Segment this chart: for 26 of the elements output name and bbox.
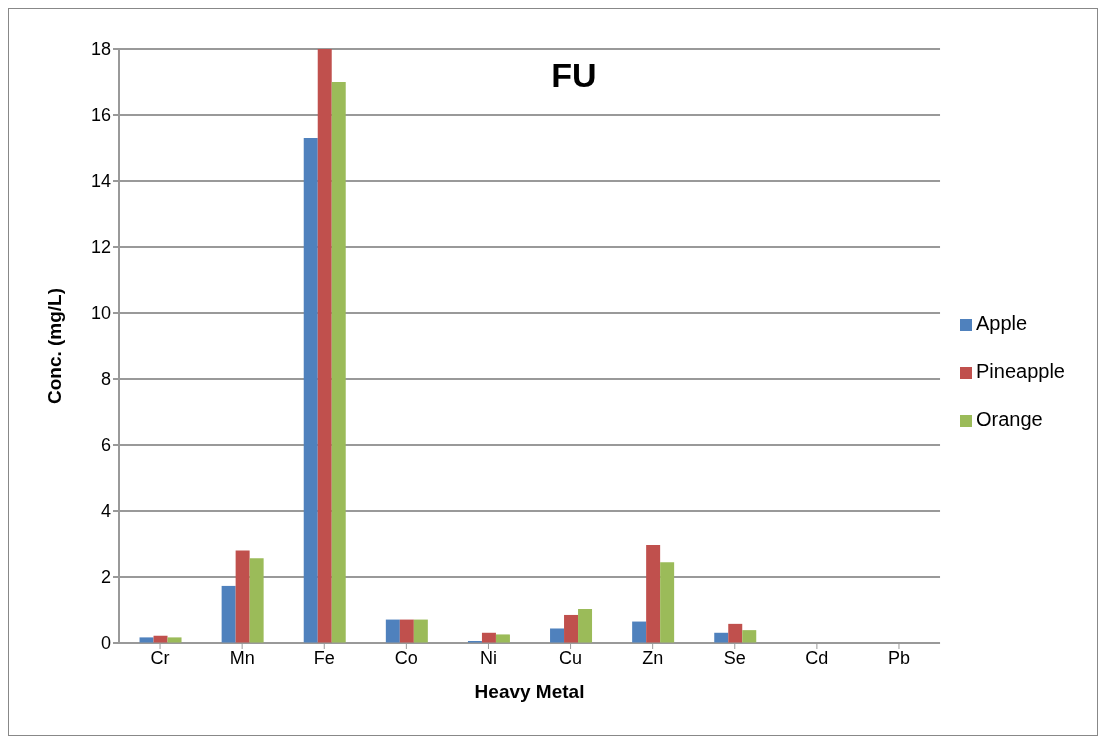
chart-title: FU	[551, 56, 597, 94]
y-axis-title: Conc. (mg/L)	[43, 287, 65, 405]
x-tick-label: Cr	[150, 647, 170, 668]
y-tick-label: 4	[100, 501, 111, 522]
x-tick-label: Cu	[559, 647, 583, 668]
y-tick-label: 0	[100, 633, 111, 654]
y-tick-label: 16	[90, 105, 111, 126]
x-tick-label: Pb	[887, 647, 910, 668]
y-tick-label: 18	[90, 39, 111, 60]
y-tick-label: 2	[100, 567, 111, 588]
y-tick-label: 8	[100, 369, 111, 390]
legend-label: Pineapple	[976, 360, 1065, 382]
x-tick-label: Zn	[642, 647, 664, 668]
x-tick-label: Co	[394, 647, 418, 668]
x-tick-label: Ni	[479, 647, 497, 668]
x-tick-label: Se	[723, 647, 746, 668]
y-tick-label: 12	[90, 237, 111, 258]
y-tick-label: 10	[90, 303, 111, 324]
x-tick-label: Mn	[229, 647, 255, 668]
legend-label: Orange	[976, 408, 1043, 430]
x-tick-label: Cd	[805, 647, 829, 668]
x-axis-title: Heavy Metal	[474, 681, 585, 702]
y-tick-label: 14	[90, 171, 111, 192]
y-tick-label: 6	[100, 435, 111, 456]
x-tick-label: Fe	[313, 647, 335, 668]
legend-label: Apple	[976, 312, 1028, 334]
